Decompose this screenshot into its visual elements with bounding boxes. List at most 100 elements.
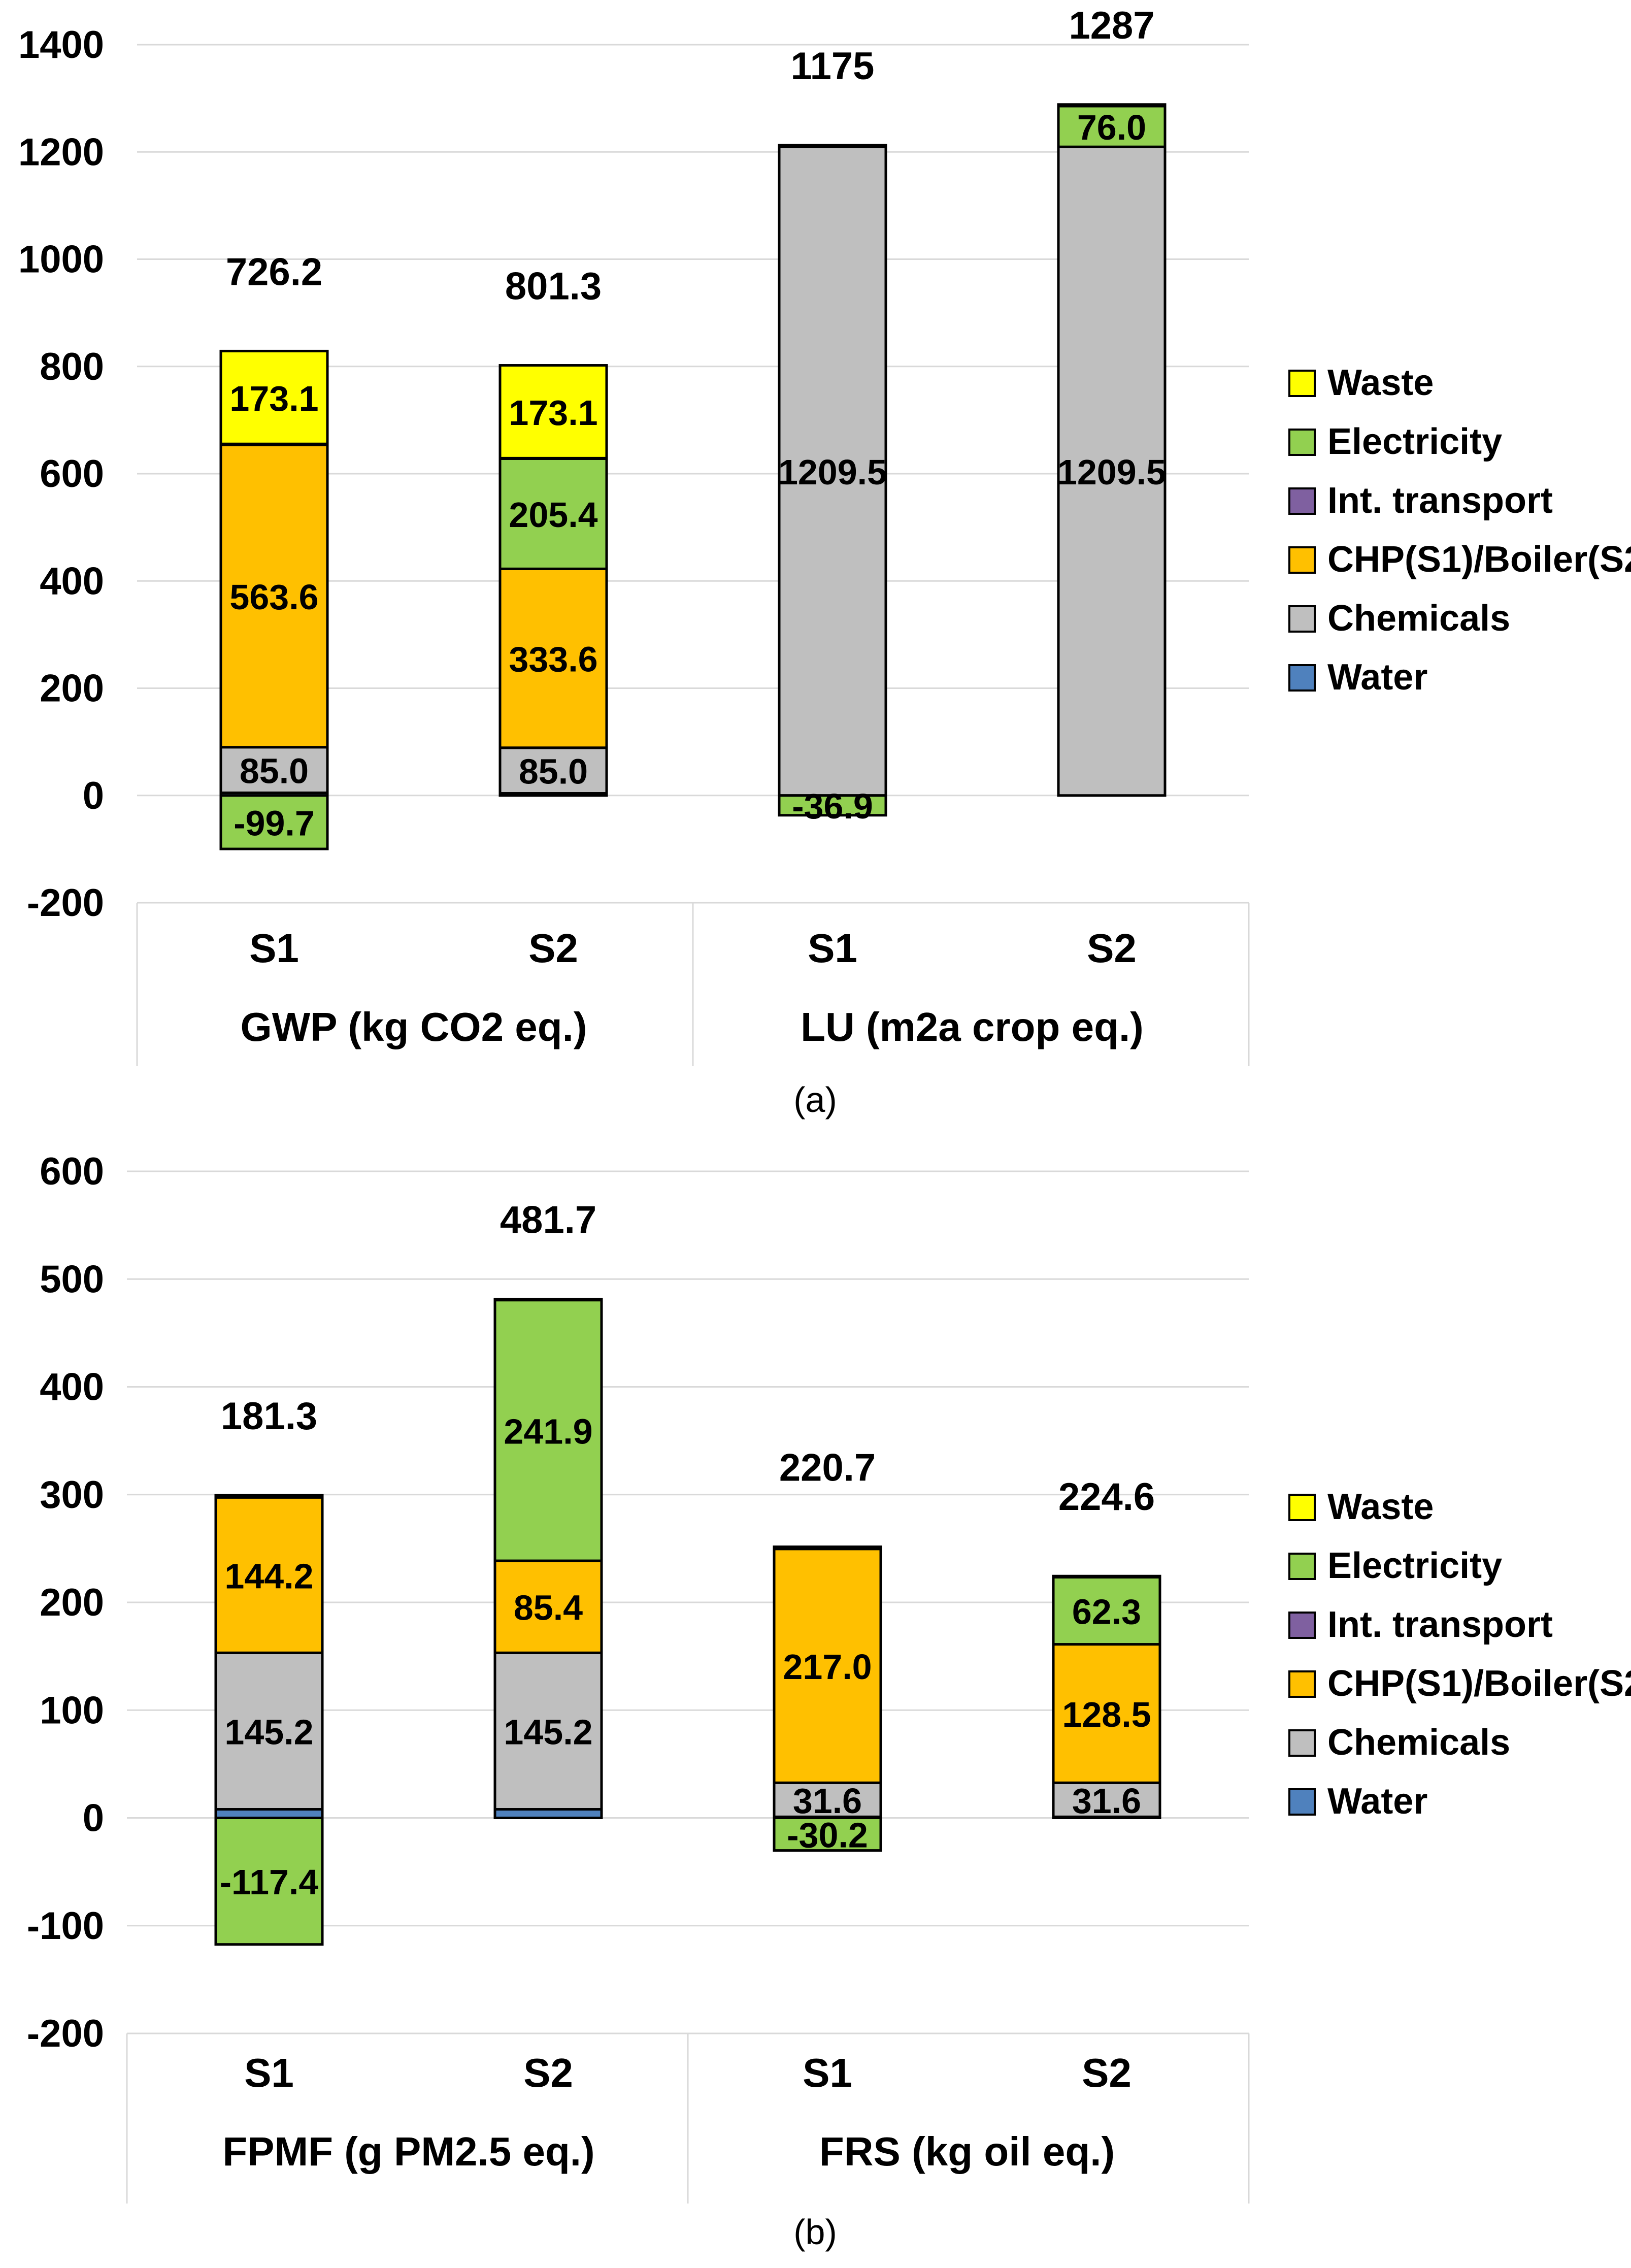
legend: Waste Electricity Int. transport CHP(S1)/Bo… bbox=[1288, 1487, 1631, 1822]
bar-segment-chemicals bbox=[773, 1781, 882, 1818]
y-tick-label: 200 bbox=[40, 667, 104, 710]
legend-swatch bbox=[1288, 1670, 1316, 1698]
chart-panel-b: -200 -100 0 100 200 300 400 500 600 S1 S2 FPMF (g P… bbox=[27, 1150, 1631, 2252]
legend-entry: Int. transport bbox=[1327, 480, 1553, 521]
data-label: 563.6 bbox=[229, 577, 318, 617]
bar-segment-electricity bbox=[219, 794, 329, 850]
bar-segment-int-transport bbox=[1057, 103, 1167, 108]
data-label: 76.0 bbox=[1077, 108, 1146, 147]
legend-entry: Water bbox=[1327, 657, 1427, 698]
legend-swatch bbox=[1288, 1494, 1316, 1521]
legend-swatch bbox=[1288, 370, 1316, 397]
bar-segment-int-transport bbox=[778, 144, 887, 148]
legend-entry: Electricity bbox=[1327, 421, 1502, 462]
legend-entry: CHP(S1)/Boiler(S2) bbox=[1327, 539, 1631, 580]
total-label: 1287 bbox=[1069, 4, 1154, 47]
bar-stack: 85.0 333.6 205.4 173.1 801.3 bbox=[498, 265, 608, 797]
bar-segment-water bbox=[493, 1808, 603, 1820]
data-label: 205.4 bbox=[509, 495, 597, 535]
y-tick-label: 400 bbox=[40, 560, 104, 603]
data-label: 85.0 bbox=[519, 752, 588, 792]
data-label: 1209.5 bbox=[1057, 452, 1166, 492]
data-label: -36.9 bbox=[792, 786, 873, 826]
legend-swatch bbox=[1288, 1553, 1316, 1580]
panel-label: (b) bbox=[793, 2212, 837, 2252]
data-label: 173.1 bbox=[509, 393, 597, 433]
legend-entry: Water bbox=[1327, 1781, 1427, 1822]
bar-segment-chemicals bbox=[1052, 1781, 1161, 1818]
y-tick-label: 0 bbox=[83, 774, 104, 817]
legend-entry: Int. transport bbox=[1327, 1604, 1553, 1645]
group-label: LU (m2a crop eq.) bbox=[801, 1004, 1144, 1049]
bar-segment-int-transport bbox=[773, 1545, 882, 1551]
group-label: FPMF (g PM2.5 eq.) bbox=[222, 2129, 594, 2174]
total-label: 726.2 bbox=[226, 250, 322, 293]
legend: Waste Electricity Int. transport CHP(S1)/Bo… bbox=[1288, 363, 1631, 698]
bar-segment-chp-s1-boiler-s2- bbox=[498, 567, 608, 749]
data-label: 173.1 bbox=[229, 379, 318, 418]
data-label: 217.0 bbox=[783, 1647, 872, 1687]
chart-panel-a: -200 0 200 400 600 800 1000 1200 1400 S1 S2 GWP (kg… bbox=[18, 4, 1631, 1120]
bar-segment-waste bbox=[498, 364, 608, 459]
total-label: 220.7 bbox=[779, 1446, 876, 1489]
total-label: 1175 bbox=[791, 45, 875, 88]
legend-swatch bbox=[1288, 546, 1316, 574]
legend-entry: Chemicals bbox=[1327, 1722, 1510, 1763]
y-tick-label: 600 bbox=[40, 452, 104, 496]
bar-segment-chemicals bbox=[214, 1651, 324, 1811]
data-label: 144.2 bbox=[224, 1556, 313, 1596]
category-label: S1 bbox=[803, 2050, 852, 2095]
bar-segment-chp-s1-boiler-s2- bbox=[1052, 1643, 1161, 1784]
category-label: S1 bbox=[249, 926, 299, 971]
bar-segment-waste bbox=[219, 349, 329, 445]
category-label: S2 bbox=[523, 2050, 573, 2095]
bar-segment-electricity bbox=[214, 1817, 324, 1946]
data-label: 145.2 bbox=[504, 1712, 592, 1752]
data-label: 85.4 bbox=[514, 1588, 583, 1628]
y-tick-label: 1000 bbox=[18, 238, 104, 281]
legend-swatch bbox=[1288, 429, 1316, 456]
y-tick-label: 1200 bbox=[18, 130, 104, 174]
data-label: 85.0 bbox=[240, 751, 309, 791]
legend-swatch bbox=[1288, 1788, 1316, 1816]
data-label: 128.5 bbox=[1062, 1695, 1151, 1734]
bar-segment-water bbox=[214, 1808, 324, 1820]
data-label: 241.9 bbox=[504, 1411, 592, 1451]
group-label: GWP (kg CO2 eq.) bbox=[240, 1004, 587, 1049]
bar-segment-electricity bbox=[773, 1817, 882, 1852]
data-label: -99.7 bbox=[234, 803, 315, 843]
legend-entry: Electricity bbox=[1327, 1546, 1502, 1586]
bar-stack: 1209.5 76.0 1287 bbox=[1057, 4, 1167, 797]
bar-segment-electricity bbox=[778, 794, 887, 817]
bar-segment-chp-s1-boiler-s2- bbox=[773, 1548, 882, 1784]
y-tick-label: 600 bbox=[40, 1150, 104, 1193]
y-tick-label: 0 bbox=[83, 1797, 104, 1840]
category-label: S2 bbox=[528, 926, 578, 971]
total-label: 181.3 bbox=[221, 1395, 317, 1438]
panel-label: (a) bbox=[793, 1080, 837, 1120]
total-label: 801.3 bbox=[505, 265, 602, 308]
legend-swatch bbox=[1288, 1729, 1316, 1757]
bar-segment-chp-s1-boiler-s2- bbox=[493, 1559, 603, 1654]
bar-stack: 85.0 563.6 173.1 -99.7 726.2 bbox=[219, 250, 329, 850]
legend-entry: Waste bbox=[1327, 1487, 1434, 1527]
legend-entry: Chemicals bbox=[1327, 598, 1510, 639]
y-tick-label: -200 bbox=[27, 2012, 104, 2055]
bar-stack: 145.2 85.4 241.9 481.7 bbox=[493, 1199, 603, 1820]
bar-segment-chemicals bbox=[1057, 145, 1167, 797]
y-tick-label: 300 bbox=[40, 1473, 104, 1517]
bar-segment-int-transport bbox=[493, 1298, 603, 1302]
category-label: S2 bbox=[1087, 926, 1137, 971]
y-tick-label: 400 bbox=[40, 1366, 104, 1409]
bar-segment-chemicals bbox=[778, 145, 887, 797]
y-tick-label: 800 bbox=[40, 345, 104, 388]
legend-entry: Waste bbox=[1327, 363, 1434, 403]
legend-swatch bbox=[1288, 664, 1316, 692]
data-label: -117.4 bbox=[220, 1862, 319, 1902]
group-label: FRS (kg oil eq.) bbox=[819, 2129, 1115, 2174]
total-label: 481.7 bbox=[500, 1199, 596, 1242]
y-tick-label: -200 bbox=[27, 881, 104, 925]
bar-segment-chp-s1-boiler-s2- bbox=[214, 1496, 324, 1654]
y-tick-label: -100 bbox=[27, 1904, 104, 1948]
